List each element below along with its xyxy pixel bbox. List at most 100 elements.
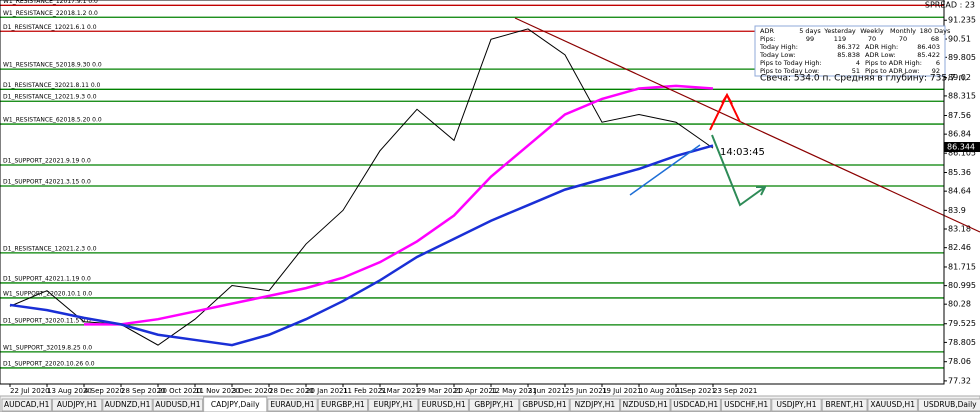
x-tick-label: 20 Apr 2021 <box>454 387 497 395</box>
tab[interactable] <box>670 398 721 412</box>
tab[interactable] <box>620 398 671 412</box>
tab-label[interactable]: EURUSD,H1 <box>422 400 466 409</box>
x-tick-label: 11 Feb 2021 <box>343 387 387 395</box>
tab[interactable] <box>267 398 318 412</box>
info-cell: 180 Days <box>920 27 951 35</box>
tab[interactable] <box>569 398 621 412</box>
level-label: D1_RESISTANCE_32021.8.11 0.0 <box>3 82 101 89</box>
tab-label[interactable]: NZDUSD,H1 <box>623 400 669 409</box>
info-cell: 85.422 <box>917 51 940 59</box>
level-label: D1_SUPPORT_22021.9.19 0.0 <box>3 157 91 164</box>
x-tick-label: 20 Oct 2020 <box>158 387 201 395</box>
tab-label[interactable]: AUDCAD,H1 <box>4 400 50 409</box>
info-cell: 68 <box>931 35 939 43</box>
level-label: D1_SUPPORT_22020.10.26 0.0 <box>3 360 95 367</box>
info-cell: 86.372 <box>837 43 860 51</box>
x-tick-label: 28 Sep 2020 <box>121 387 165 395</box>
tab-label[interactable]: EURJPY,H1 <box>374 400 414 409</box>
tab[interactable] <box>102 398 153 412</box>
tab-label[interactable]: USDJPY,H1 <box>777 400 817 409</box>
tab-label[interactable]: GBPUSD,H1 <box>522 400 567 409</box>
y-tick-label: 80.28 <box>948 300 971 309</box>
tab[interactable] <box>821 398 868 412</box>
info-cell: 70 <box>868 35 876 43</box>
y-tick-label: 89.02 <box>948 73 971 82</box>
y-tick-label: 84.64 <box>948 187 971 196</box>
x-tick-label: 19 Jul 2021 <box>602 387 642 395</box>
x-tick-label: 3 Jun 2021 <box>528 387 566 395</box>
info-cell: Weekly <box>860 27 884 35</box>
y-tick-label: 90.51 <box>948 35 971 44</box>
arrow-head <box>721 93 733 105</box>
info-cell: Pips: <box>760 35 775 43</box>
candle-text: Свеча: 534.0 п. Средняя в глубину: 735.7… <box>760 74 967 84</box>
x-tick-label: 12 May 2021 <box>491 387 537 395</box>
info-cell: 70 <box>899 35 907 43</box>
tab-label[interactable]: GBPJPY,H1 <box>474 400 514 409</box>
info-cell: Pips to ADR High: <box>865 59 922 67</box>
tab-label[interactable]: USDCAD,H1 <box>673 400 718 409</box>
tab-label[interactable]: AUDUSD,H1 <box>155 400 200 409</box>
tab-label[interactable]: USDRUB,Daily <box>923 400 977 409</box>
tab[interactable] <box>418 398 469 412</box>
info-cell: 99 <box>806 35 814 43</box>
level-label: D1_SUPPORT_42021.3.15 0.0 <box>3 178 91 185</box>
y-tick-label: 79.525 <box>948 319 976 328</box>
down-arrow <box>711 134 766 207</box>
level-label: D1_RESISTANCE_12021.9.3 0.0 <box>3 94 97 101</box>
tab-label[interactable]: EURAUD,H1 <box>270 400 315 409</box>
y-tick-label: 91.235 <box>948 16 976 25</box>
y-tick-label: 89.805 <box>948 53 976 62</box>
x-tick-label: 23 Sep 2021 <box>713 387 757 395</box>
tab[interactable] <box>771 398 822 412</box>
y-tick-label: 77.32 <box>948 376 971 385</box>
tab[interactable] <box>519 398 570 412</box>
tab[interactable] <box>368 398 419 412</box>
y-tick-label: 83.9 <box>948 206 966 215</box>
x-tick-label: 10 Aug 2021 <box>639 387 684 395</box>
y-tick-label: 83.18 <box>948 225 971 234</box>
tab-label[interactable]: EURGBP,H1 <box>321 400 365 409</box>
trend-line <box>514 17 980 233</box>
level-label: D1_RESISTANCE_12021.6.1 0.0 <box>3 24 97 31</box>
level-label: D1_RESISTANCE_12021.2.3 0.0 <box>3 245 97 252</box>
info-cell: ADR High: <box>865 43 898 51</box>
y-tick-label: 78.805 <box>948 338 976 347</box>
x-tick-label: 1 Sep 2021 <box>676 387 716 395</box>
series-line <box>9 144 714 347</box>
tab[interactable] <box>317 398 369 412</box>
tab-label[interactable]: XAUUSD,H1 <box>870 400 915 409</box>
y-tick-label: 86.105 <box>948 149 976 158</box>
info-cell: ADR Low: <box>865 51 896 59</box>
tab[interactable] <box>468 398 520 412</box>
tab[interactable] <box>152 398 204 412</box>
info-cell: Today Low: <box>759 51 796 59</box>
tab[interactable] <box>917 398 980 412</box>
tab[interactable] <box>720 398 772 412</box>
level-label: D1_SUPPORT_42021.1.19 0.0 <box>3 275 91 282</box>
tab-label[interactable]: BRENT,H1 <box>826 400 864 409</box>
x-tick-label: 3 Dec 2020 <box>232 387 272 395</box>
tab-label[interactable]: CADJPY,Daily <box>211 400 260 409</box>
x-tick-label: 29 Mar 2021 <box>417 387 461 395</box>
info-cell: Pips to Today High: <box>760 59 822 67</box>
blue-arrow <box>629 144 701 196</box>
tab-label[interactable]: AUDNZD,H1 <box>105 400 151 409</box>
series-line <box>84 84 714 326</box>
x-tick-label: 4 Sep 2020 <box>84 387 124 395</box>
tab[interactable] <box>867 398 918 412</box>
tab[interactable] <box>1 398 52 412</box>
x-tick-label: 28 Dec 2020 <box>269 387 314 395</box>
tab-label[interactable]: AUDJPY,H1 <box>57 400 98 409</box>
info-cell: Yesterday <box>823 27 856 35</box>
tab[interactable] <box>51 398 103 412</box>
y-tick-label: 87.56 <box>948 111 971 120</box>
tab[interactable] <box>203 396 268 412</box>
tab-label[interactable]: NZDJPY,H1 <box>575 400 616 409</box>
info-cell: 86.403 <box>917 43 940 51</box>
tab-label[interactable]: USDCHF,H1 <box>724 400 768 409</box>
y-tick-label: 85.36 <box>948 168 971 177</box>
level-label: W1_SUPPORT_32019.8.25 0.0 <box>3 344 92 351</box>
y-tick-label: 86.84 <box>948 130 971 139</box>
